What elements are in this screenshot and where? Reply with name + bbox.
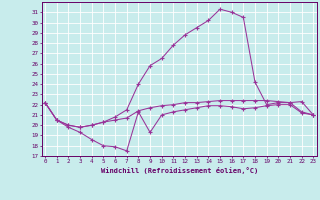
X-axis label: Windchill (Refroidissement éolien,°C): Windchill (Refroidissement éolien,°C) [100,167,258,174]
